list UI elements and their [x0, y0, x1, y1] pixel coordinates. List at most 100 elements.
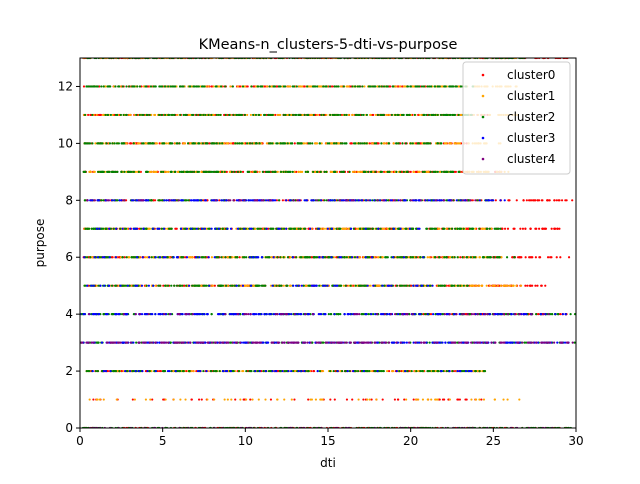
data-point	[534, 284, 537, 287]
data-point	[340, 284, 343, 287]
data-point	[356, 227, 359, 230]
data-point	[230, 398, 233, 401]
data-point	[522, 199, 525, 202]
data-point	[163, 369, 167, 373]
data-point	[175, 227, 178, 230]
data-point	[218, 284, 222, 287]
data-point	[530, 256, 533, 259]
data-point	[357, 369, 360, 373]
data-point	[153, 113, 156, 117]
data-point	[341, 369, 344, 373]
data-point	[148, 369, 151, 373]
data-point	[499, 284, 502, 287]
data-point	[214, 113, 217, 117]
data-point	[396, 284, 399, 287]
data-point	[286, 284, 289, 287]
data-point	[226, 398, 229, 401]
data-point	[133, 398, 136, 401]
data-point	[221, 284, 225, 287]
data-point	[478, 369, 481, 373]
data-point	[318, 284, 321, 287]
data-point	[410, 369, 413, 373]
data-point	[152, 170, 155, 173]
data-point	[231, 142, 234, 145]
data-point	[231, 256, 234, 259]
data-point	[265, 85, 268, 88]
data-point	[307, 398, 310, 401]
data-point	[471, 199, 474, 202]
data-point	[415, 369, 418, 373]
data-point	[347, 113, 350, 117]
data-point	[286, 85, 289, 88]
data-point	[538, 227, 541, 230]
data-point	[290, 398, 293, 401]
data-point	[181, 284, 184, 287]
data-point	[225, 284, 228, 287]
data-point	[181, 369, 185, 373]
data-point	[536, 199, 539, 202]
data-point	[543, 227, 547, 230]
data-point	[524, 227, 527, 230]
data-point	[175, 284, 178, 287]
data-point	[366, 398, 369, 401]
data-point	[246, 284, 250, 287]
data-point	[458, 142, 462, 145]
data-point	[493, 284, 496, 287]
data-point	[218, 369, 221, 373]
data-point	[409, 256, 412, 259]
data-point	[344, 227, 347, 230]
data-point	[448, 398, 451, 401]
data-point	[197, 398, 201, 401]
data-point	[207, 85, 210, 88]
data-point	[421, 398, 425, 401]
data-point	[289, 256, 292, 259]
data-point	[470, 398, 473, 401]
data-point	[461, 256, 464, 259]
data-point	[421, 369, 424, 373]
data-point	[185, 284, 188, 287]
data-point	[140, 85, 143, 88]
data-point	[83, 284, 86, 287]
data-point	[322, 227, 325, 230]
data-point	[426, 256, 429, 259]
data-point	[105, 256, 108, 259]
data-point	[325, 113, 328, 117]
data-point	[154, 199, 157, 202]
data-point	[496, 284, 499, 287]
data-point	[335, 313, 338, 316]
data-point	[218, 199, 221, 202]
data-point	[356, 170, 359, 173]
data-point	[368, 256, 371, 259]
data-point	[363, 85, 366, 88]
data-point	[546, 256, 550, 259]
data-point	[172, 398, 175, 401]
data-point	[282, 256, 285, 259]
data-point	[161, 369, 165, 373]
data-point	[274, 113, 277, 117]
data-point	[150, 256, 153, 259]
data-point	[533, 199, 536, 202]
data-point	[151, 398, 154, 401]
data-point	[85, 369, 88, 373]
data-point	[178, 369, 181, 373]
data-point	[478, 284, 481, 287]
data-point	[267, 227, 270, 230]
data-point	[540, 199, 543, 202]
data-point	[376, 256, 379, 259]
data-point	[309, 398, 312, 401]
data-point	[311, 256, 314, 259]
data-point	[567, 256, 571, 259]
data-point	[215, 369, 218, 373]
data-point	[557, 199, 560, 202]
data-point	[406, 369, 409, 373]
data-point	[111, 256, 114, 259]
data-point	[229, 85, 232, 88]
data-point	[315, 142, 318, 145]
data-point	[188, 256, 191, 259]
data-point	[434, 398, 437, 401]
data-point	[82, 85, 86, 88]
data-point	[249, 113, 252, 117]
data-point	[405, 256, 408, 259]
data-point	[428, 369, 431, 373]
data-point	[267, 369, 271, 373]
